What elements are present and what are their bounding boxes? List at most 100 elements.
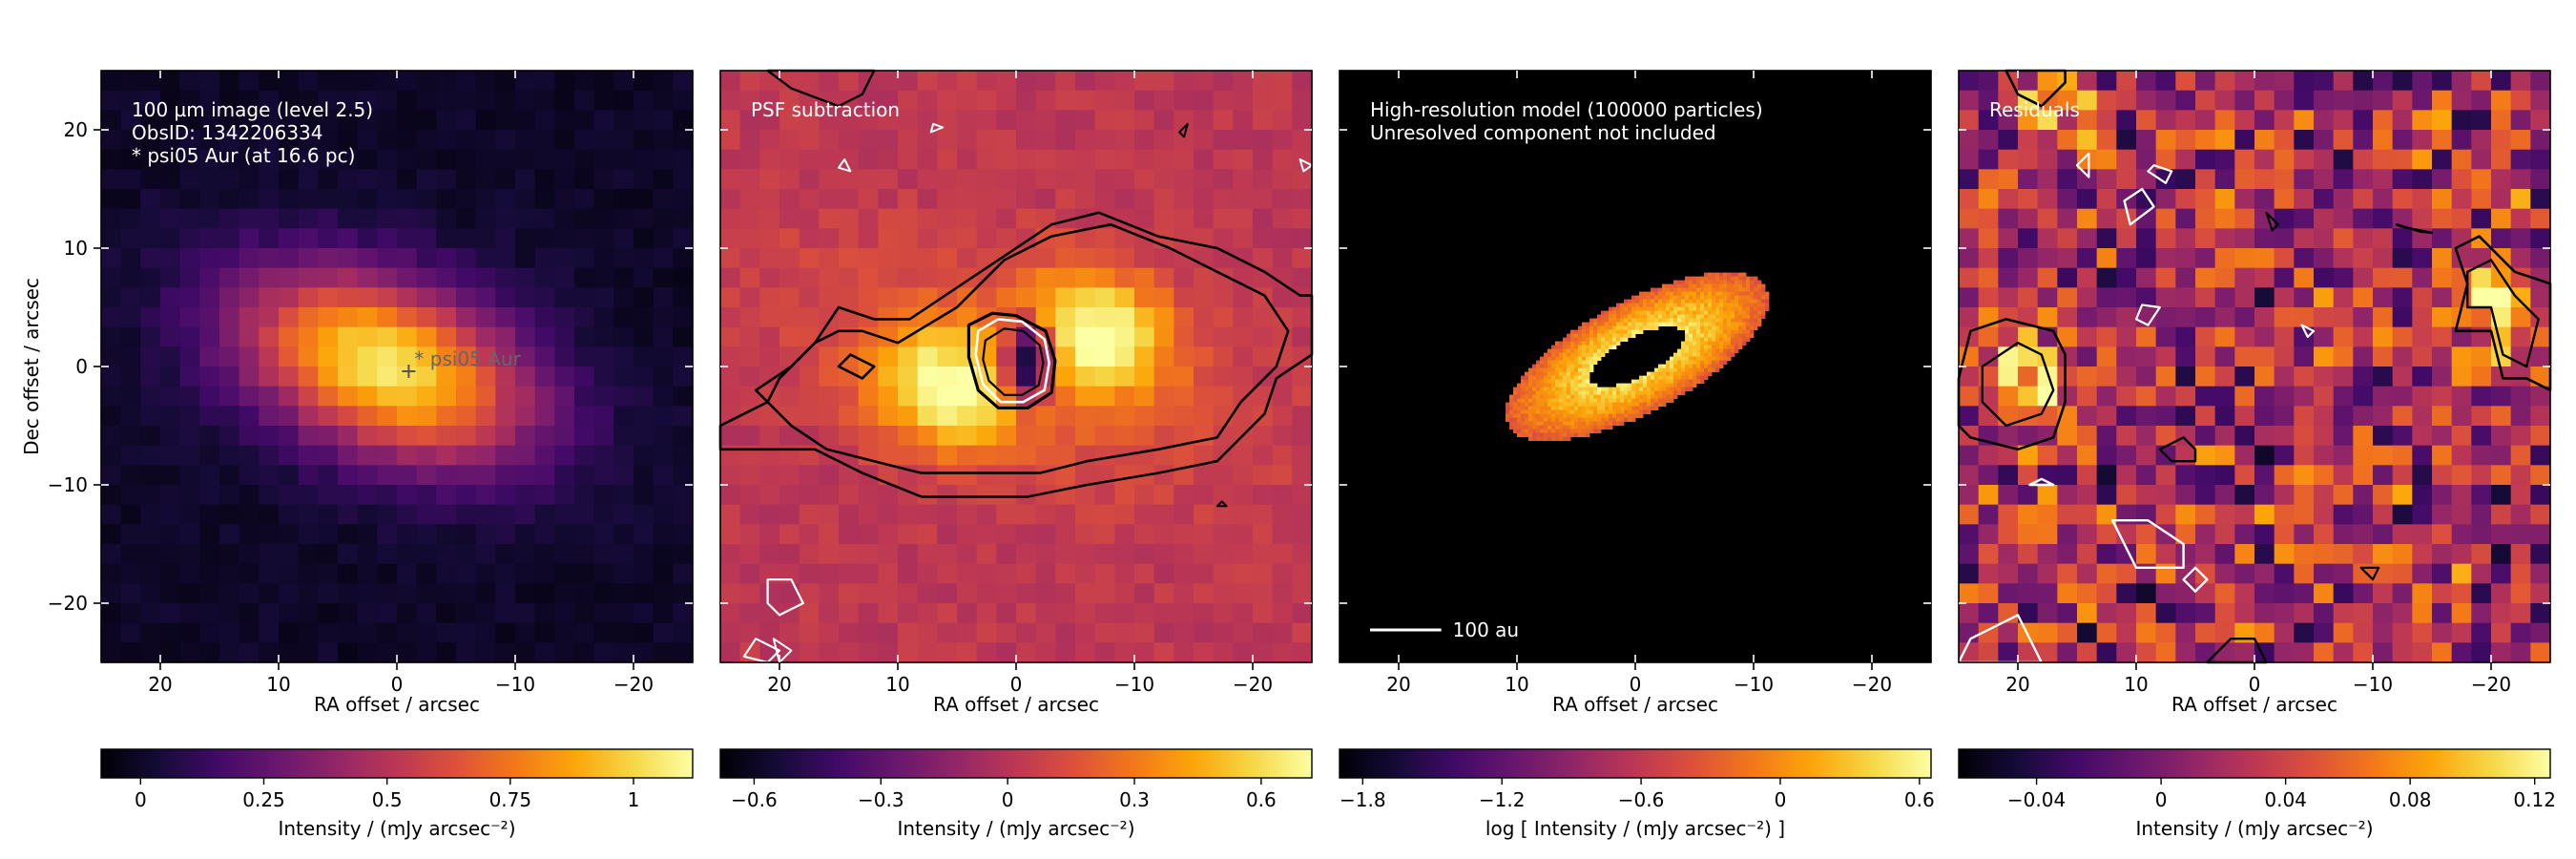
model-pixel [1609, 409, 1613, 414]
pixel [1213, 622, 1234, 643]
pixel [634, 406, 654, 427]
model-pixel [1689, 379, 1693, 384]
model-pixel [1601, 314, 1606, 319]
pixel [259, 367, 280, 388]
pixel [357, 248, 378, 269]
pixel [917, 583, 938, 604]
pixel [1016, 71, 1037, 92]
model-pixel [1643, 402, 1648, 407]
pixel [2116, 426, 2137, 447]
psf-contour-hole-white [974, 318, 1050, 404]
model-pixel [1700, 360, 1705, 365]
pixel [574, 367, 595, 388]
pixel [2471, 169, 2492, 190]
pixel [1016, 465, 1037, 486]
model-pixel [1540, 417, 1545, 422]
psf-dot-1 [1178, 122, 1189, 138]
model-pixel [1639, 390, 1644, 395]
model-pixel [1742, 272, 1747, 277]
model-pixel [1563, 345, 1568, 349]
pixel [2155, 287, 2176, 308]
model-pixel [1735, 283, 1739, 288]
model-pixel [1742, 325, 1747, 330]
pixel [1055, 110, 1076, 131]
pixel [259, 169, 280, 190]
model-pixel [1651, 295, 1655, 300]
pixel [199, 504, 220, 525]
model-pixel [1723, 314, 1728, 319]
pixel [2234, 465, 2255, 486]
model-pixel [1746, 295, 1751, 300]
pixel [140, 583, 161, 604]
pixel [898, 386, 919, 407]
model-pixel [1559, 429, 1564, 433]
model-pixel [1574, 333, 1579, 338]
pixel [1213, 326, 1234, 347]
model-pixel [1521, 425, 1526, 430]
pixel [739, 642, 760, 663]
model-pixel [1742, 333, 1747, 338]
pixel [2530, 228, 2551, 249]
annotation-line: High-resolution model (100000 particles) [1370, 98, 1763, 121]
pixel [140, 130, 161, 151]
pixel [2077, 603, 2098, 624]
model-pixel [1754, 322, 1758, 326]
pixel [2491, 169, 2512, 190]
pixel [160, 110, 181, 131]
pixel [1272, 248, 1293, 269]
model-pixel [1765, 299, 1770, 304]
pixel [2432, 189, 2453, 210]
pixel [318, 583, 339, 604]
pixel [2136, 326, 2157, 347]
pixel [219, 603, 240, 624]
model-pixel [1727, 283, 1732, 288]
pixel [2392, 307, 2413, 328]
model-pixel [1548, 348, 1552, 353]
model-pixel [1570, 348, 1575, 353]
pixel [779, 110, 800, 131]
model-pixel [1544, 413, 1548, 418]
pixel [179, 208, 200, 229]
model-pixel [1689, 387, 1693, 391]
pixel [298, 90, 319, 111]
pixel [673, 563, 694, 584]
pixel [475, 228, 496, 249]
pixel [996, 367, 1017, 388]
pixel [996, 307, 1017, 328]
pixel [1194, 110, 1215, 131]
model-pixel [1685, 387, 1690, 391]
pixel [495, 426, 516, 447]
pixel [976, 110, 997, 131]
pixel [534, 346, 555, 367]
model-pixel [1685, 322, 1690, 326]
model-pixel [1731, 352, 1735, 357]
pixel [239, 169, 260, 190]
pixel [456, 603, 477, 624]
model-pixel [1628, 333, 1632, 338]
pixel [1959, 307, 1980, 328]
model-pixel [1677, 379, 1682, 384]
pixel [298, 208, 319, 229]
pixel [279, 544, 300, 565]
model-pixel [1696, 379, 1701, 384]
model-pixel [1662, 402, 1667, 407]
model-pixel [1605, 314, 1610, 319]
model-pixel [1727, 337, 1732, 342]
pixel [2116, 642, 2137, 663]
model-pixel [1704, 329, 1709, 334]
colorbar-tick-label: 0.3 [1119, 788, 1150, 811]
model-pixel [1673, 306, 1678, 311]
pixel [1174, 603, 1195, 624]
model-pixel [1620, 314, 1625, 319]
pixel [397, 642, 418, 663]
pixel [593, 426, 614, 447]
pixel [120, 426, 141, 447]
pixel [397, 130, 418, 151]
pixel [720, 307, 741, 328]
model-pixel [1662, 314, 1667, 319]
model-pixel [1574, 413, 1579, 418]
pixel [416, 90, 437, 111]
pixel [101, 287, 122, 308]
model-pixel [1651, 318, 1655, 323]
pixel [653, 426, 674, 447]
